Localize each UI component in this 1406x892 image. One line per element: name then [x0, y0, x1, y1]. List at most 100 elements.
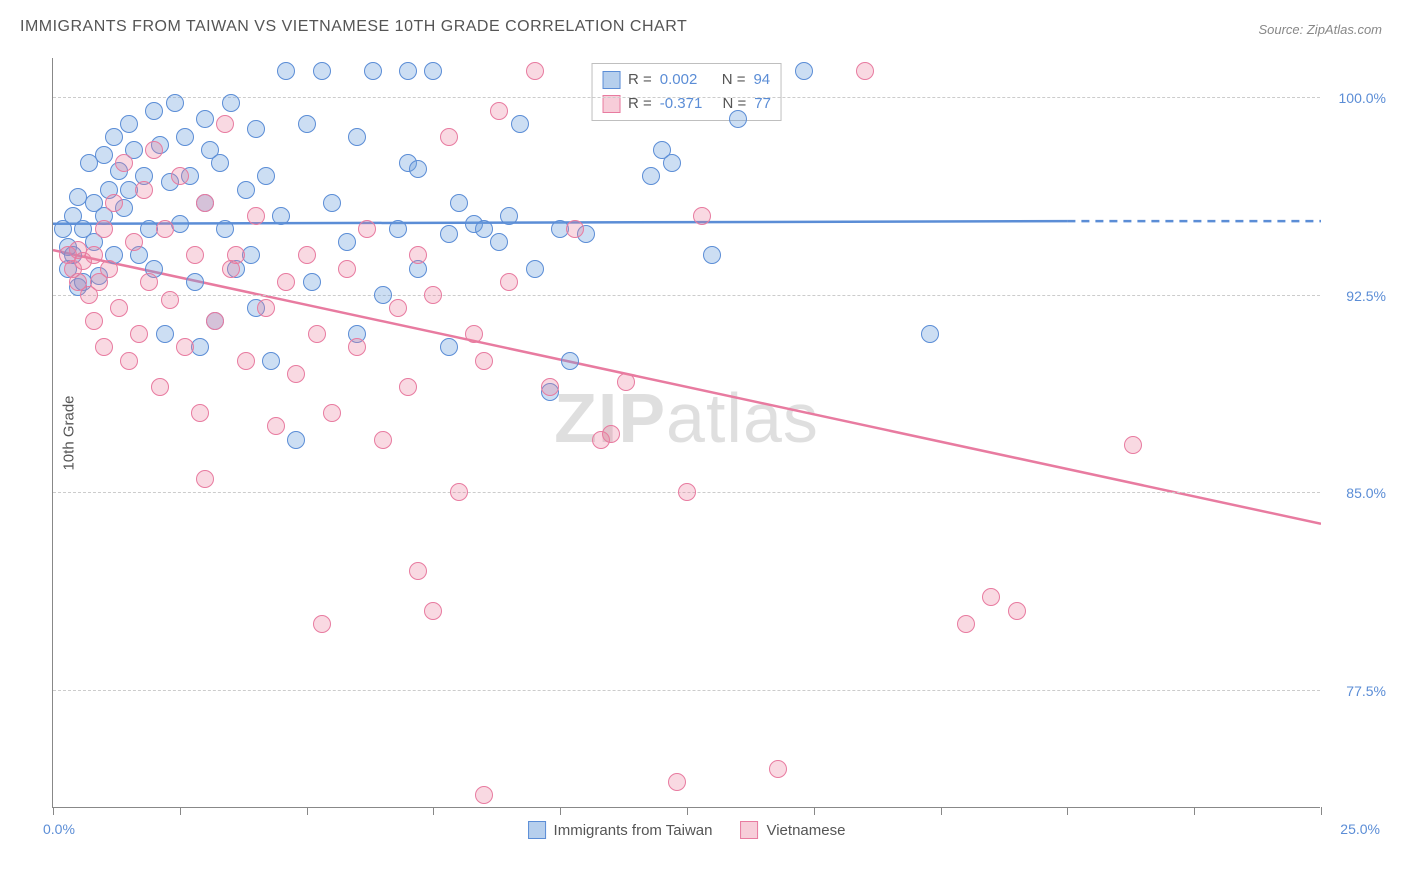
data-point: [450, 483, 468, 501]
data-point: [526, 260, 544, 278]
data-point: [196, 194, 214, 212]
data-point: [642, 167, 660, 185]
data-point: [678, 483, 696, 501]
y-tick-label: 85.0%: [1346, 485, 1386, 501]
data-point: [490, 233, 508, 251]
plot-area: 10th Grade ZIPatlas R = 0.002 N = 94 R =…: [52, 58, 1320, 808]
data-point: [95, 338, 113, 356]
data-point: [921, 325, 939, 343]
data-point: [216, 220, 234, 238]
data-point: [490, 102, 508, 120]
data-point: [120, 115, 138, 133]
data-point: [399, 62, 417, 80]
data-point: [440, 225, 458, 243]
data-point: [440, 128, 458, 146]
data-point: [145, 141, 163, 159]
data-point: [110, 299, 128, 317]
watermark-light: atlas: [666, 379, 819, 457]
data-point: [95, 220, 113, 238]
data-point: [465, 325, 483, 343]
data-point: [663, 154, 681, 172]
y-tick-label: 100.0%: [1339, 90, 1386, 106]
data-point: [602, 425, 620, 443]
regression-lines-layer: [53, 58, 1321, 808]
data-point: [1008, 602, 1026, 620]
bottom-legend: Immigrants from Taiwan Vietnamese: [528, 821, 846, 839]
data-point: [364, 62, 382, 80]
data-point: [769, 760, 787, 778]
data-point: [338, 260, 356, 278]
r-value-vietnamese: -0.371: [660, 92, 703, 116]
source-attribution: Source: ZipAtlas.com: [1258, 22, 1382, 37]
x-min-label: 0.0%: [43, 821, 75, 837]
data-point: [85, 312, 103, 330]
data-point: [617, 373, 635, 391]
data-point: [287, 365, 305, 383]
data-point: [161, 291, 179, 309]
data-point: [500, 273, 518, 291]
x-max-label: 25.0%: [1340, 821, 1380, 837]
data-point: [424, 286, 442, 304]
data-point: [140, 273, 158, 291]
x-tick: [53, 807, 54, 815]
data-point: [272, 207, 290, 225]
data-point: [100, 260, 118, 278]
data-point: [729, 110, 747, 128]
data-point: [196, 470, 214, 488]
x-tick: [307, 807, 308, 815]
data-point: [125, 233, 143, 251]
swatch-blue-icon: [528, 821, 546, 839]
data-point: [409, 246, 427, 264]
data-point: [216, 115, 234, 133]
data-point: [186, 273, 204, 291]
gridline-h: 77.5%: [53, 690, 1320, 691]
data-point: [475, 786, 493, 804]
data-point: [191, 404, 209, 422]
n-label: N =: [722, 68, 746, 92]
watermark-bold: ZIP: [554, 379, 666, 457]
data-point: [982, 588, 1000, 606]
data-point: [957, 615, 975, 633]
data-point: [85, 246, 103, 264]
legend-item-taiwan: Immigrants from Taiwan: [528, 821, 713, 839]
x-tick: [941, 807, 942, 815]
data-point: [475, 220, 493, 238]
data-point: [389, 220, 407, 238]
data-point: [298, 115, 316, 133]
x-tick: [1321, 807, 1322, 815]
data-point: [171, 167, 189, 185]
data-point: [287, 431, 305, 449]
data-point: [668, 773, 686, 791]
data-point: [566, 220, 584, 238]
data-point: [95, 146, 113, 164]
data-point: [313, 62, 331, 80]
stats-row-taiwan: R = 0.002 N = 94: [602, 68, 771, 92]
gridline-h: 100.0%: [53, 97, 1320, 98]
stats-legend-box: R = 0.002 N = 94 R = -0.371 N = 77: [591, 63, 782, 121]
data-point: [1124, 436, 1142, 454]
data-point: [308, 325, 326, 343]
data-point: [348, 338, 366, 356]
data-point: [703, 246, 721, 264]
r-label: R =: [628, 68, 652, 92]
data-point: [166, 94, 184, 112]
y-axis-label: 10th Grade: [61, 395, 78, 470]
data-point: [222, 94, 240, 112]
data-point: [206, 312, 224, 330]
x-tick: [560, 807, 561, 815]
data-point: [450, 194, 468, 212]
data-point: [440, 338, 458, 356]
data-point: [145, 102, 163, 120]
data-point: [237, 352, 255, 370]
data-point: [409, 160, 427, 178]
x-tick: [433, 807, 434, 815]
data-point: [374, 431, 392, 449]
data-point: [277, 62, 295, 80]
r-value-taiwan: 0.002: [660, 68, 698, 92]
stats-row-vietnamese: R = -0.371 N = 77: [602, 92, 771, 116]
swatch-pink-icon: [740, 821, 758, 839]
data-point: [176, 128, 194, 146]
data-point: [120, 352, 138, 370]
data-point: [526, 62, 544, 80]
x-tick: [687, 807, 688, 815]
